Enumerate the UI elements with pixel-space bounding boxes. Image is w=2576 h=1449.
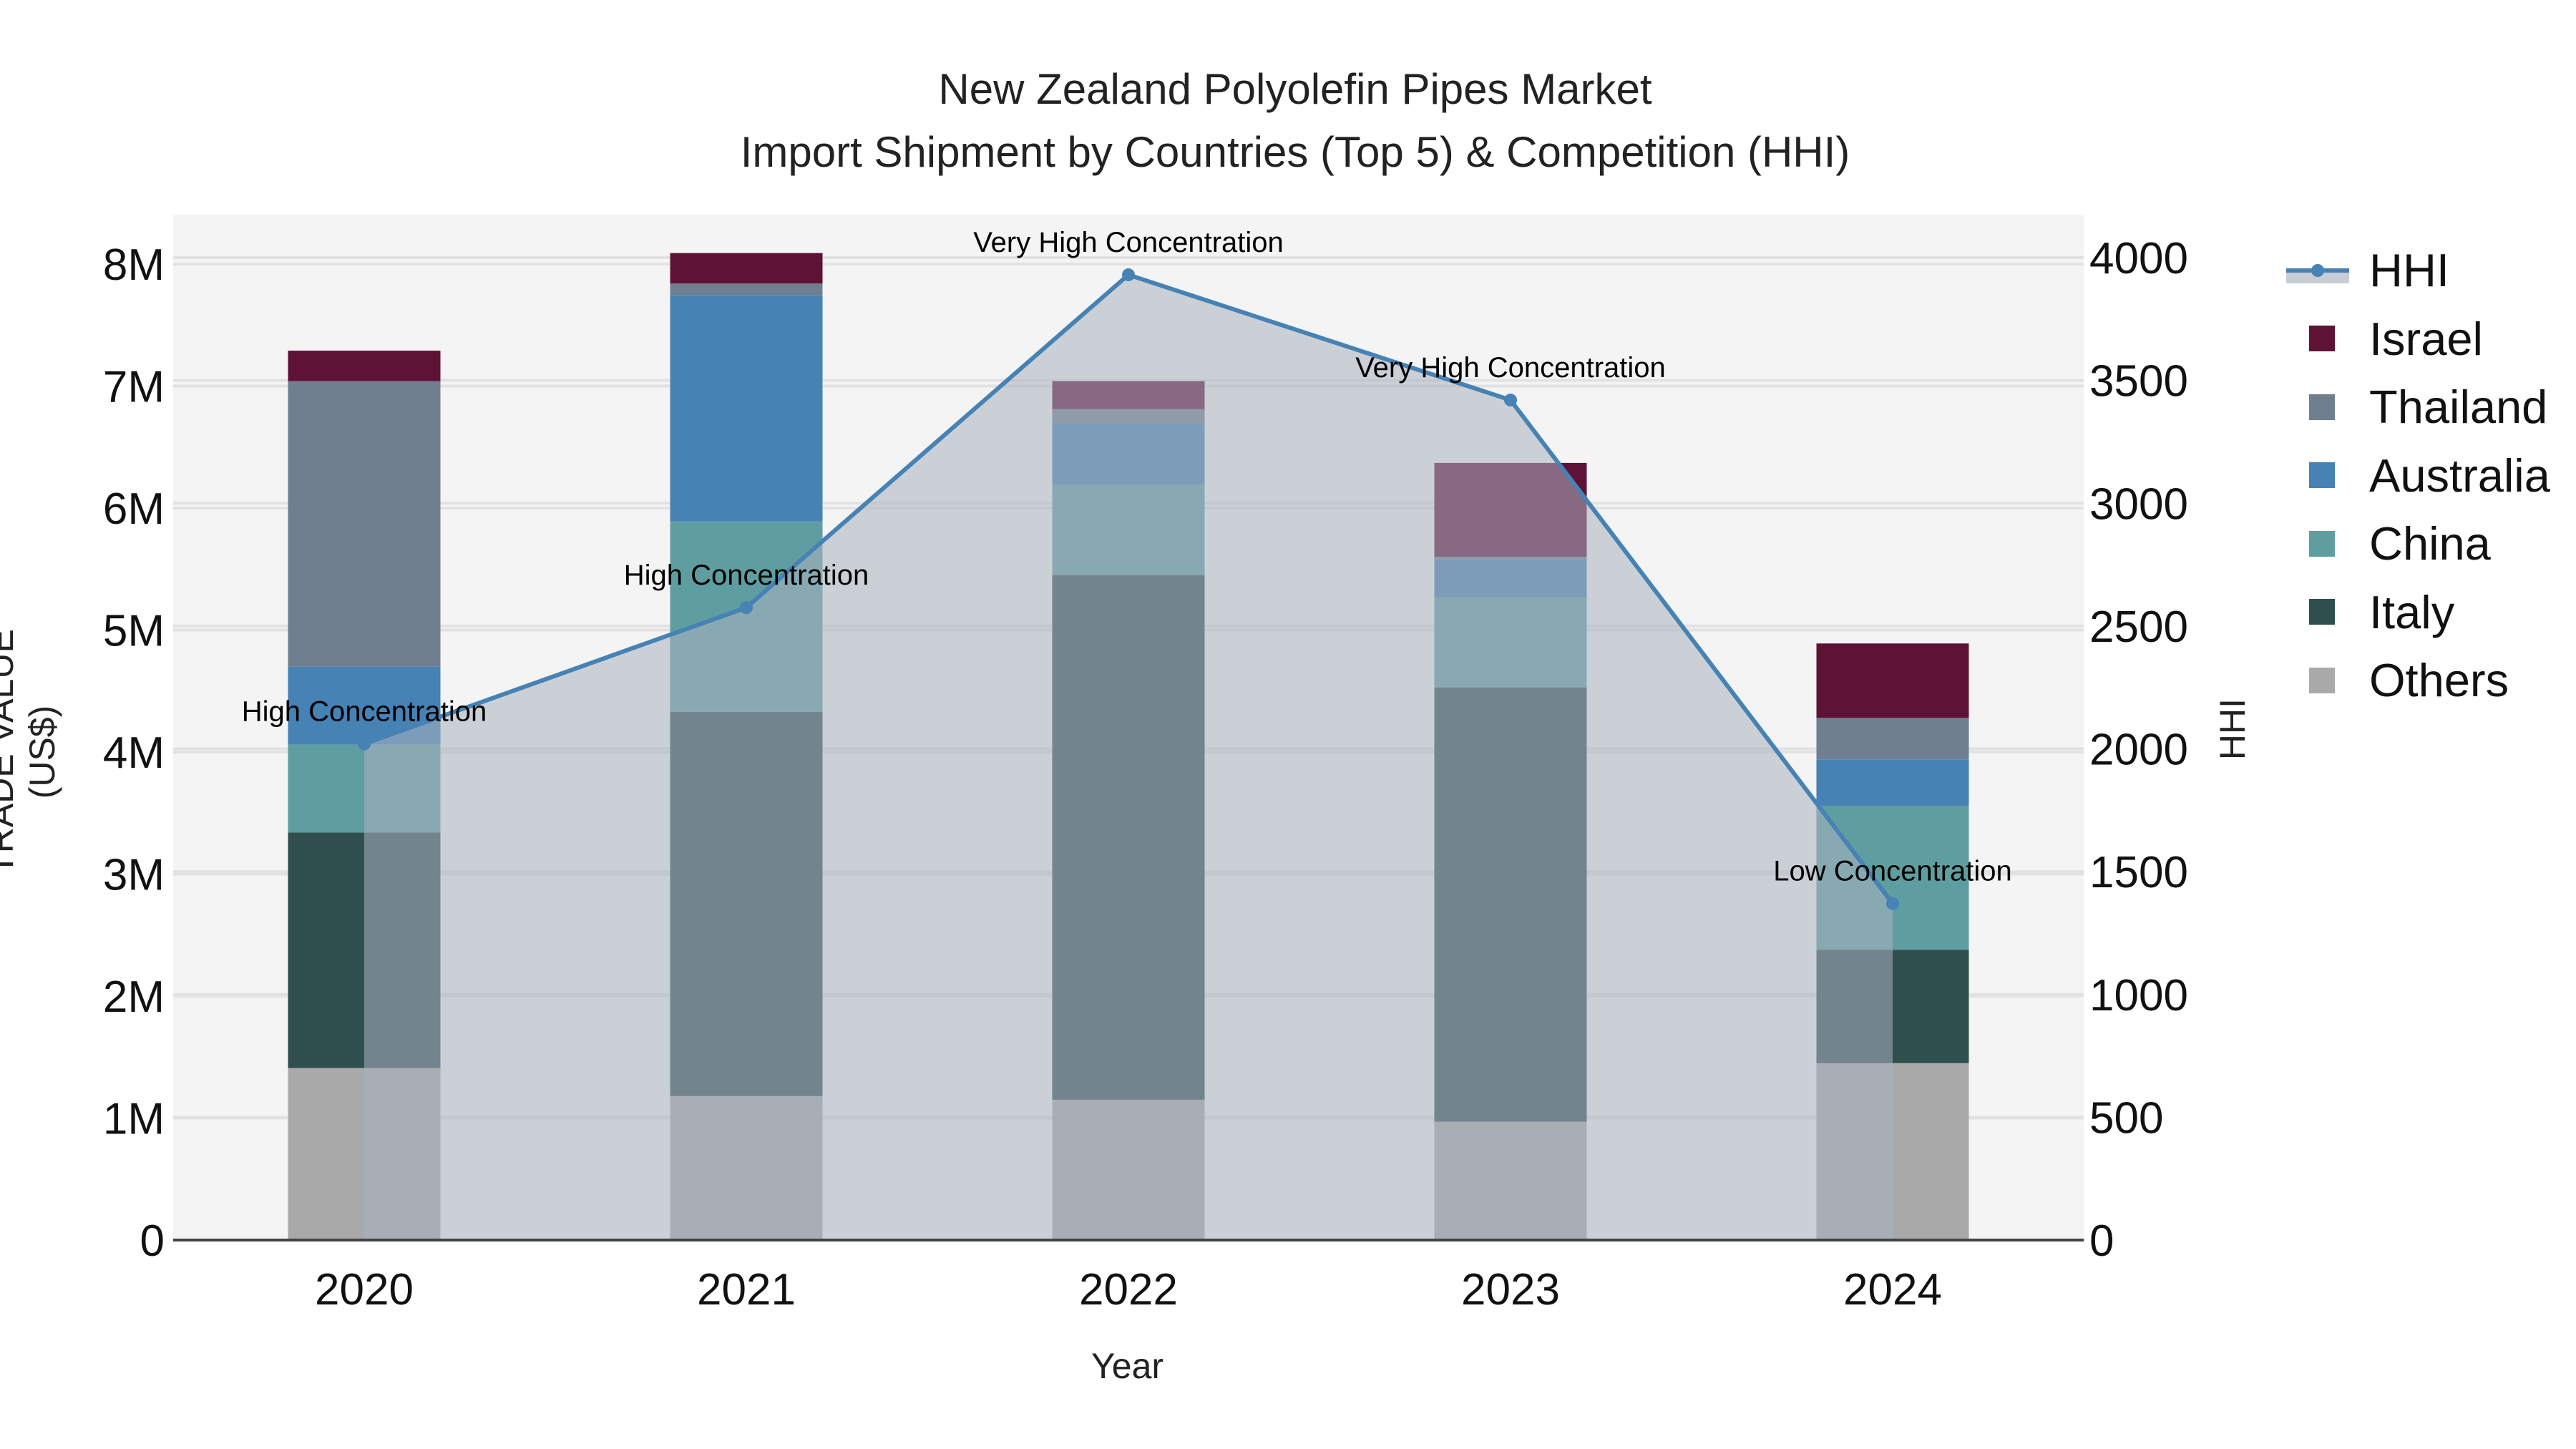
legend: HHI Israel Thailand Australia China Ital… (2286, 236, 2550, 715)
chart-title: New Zealand Polyolefin Pipes Market (938, 65, 1652, 113)
y2-tick-label: 4000 (2089, 234, 2188, 283)
legend-label: Others (2369, 654, 2509, 707)
hhi-marker (740, 601, 753, 615)
x-axis-title: Year (1091, 1346, 1164, 1386)
x-tick-label: 2020 (315, 1265, 414, 1314)
y-tick-label: 1M (103, 1095, 165, 1144)
hhi-line: High Concentration High Concentration Very… (242, 227, 2012, 1241)
hhi-annotation: High Concentration (624, 560, 869, 591)
y2-tick-label: 2000 (2089, 726, 2188, 775)
legend-label: China (2369, 517, 2491, 570)
bar-segment-thailand (1816, 718, 1969, 760)
y2-tick-label: 0 (2089, 1216, 2114, 1266)
x-tick-label: 2024 (1843, 1265, 1942, 1314)
hhi-marker (358, 737, 371, 751)
y-axis-title: TRADE VALUE (US$) (0, 629, 62, 875)
bar-segment-australia (1816, 759, 1969, 806)
line-marker-icon (2286, 260, 2349, 283)
legend-label: HHI (2369, 244, 2449, 297)
y2-tick-label: 1500 (2089, 848, 2188, 897)
y-tick-label: 4M (103, 728, 165, 778)
legend-item-italy[interactable]: Italy (2286, 578, 2550, 647)
y-tick-label: 2M (103, 972, 165, 1022)
y2-tick-label: 3500 (2089, 357, 2188, 406)
legend-label: Australia (2369, 449, 2550, 502)
hhi-area (364, 275, 1893, 1241)
swatch-icon (2309, 530, 2335, 557)
y2-tick-label: 3000 (2089, 479, 2188, 529)
legend-label: Israel (2369, 312, 2483, 365)
y-tick-label: 7M (103, 363, 165, 412)
legend-label: Italy (2369, 585, 2455, 638)
swatch-icon (2309, 667, 2335, 693)
x-tick-label: 2021 (697, 1265, 796, 1314)
legend-item-china[interactable]: China (2286, 509, 2550, 578)
hhi-marker (1504, 394, 1517, 407)
legend-label: Thailand (2369, 381, 2548, 434)
hhi-annotation: Low Concentration (1773, 856, 2012, 887)
bar-segment-israel (670, 253, 823, 284)
bar-segment-thailand (288, 381, 441, 667)
legend-item-others[interactable]: Others (2286, 646, 2550, 715)
y-tick-label: 0 (140, 1216, 165, 1266)
hhi-annotation: Very High Concentration (1355, 352, 1666, 384)
hhi-marker (1886, 897, 1899, 910)
y-tick-label: 3M (103, 851, 165, 900)
y-tick-label: 6M (103, 484, 165, 534)
y2-tick-label: 2500 (2089, 602, 2188, 652)
x-tick-label: 2023 (1461, 1265, 1560, 1314)
bar-segment-israel (1816, 643, 1969, 718)
chart-subtitle: Import Shipment by Countries (Top 5) & C… (740, 128, 1850, 176)
bar-segment-thailand (670, 283, 823, 296)
y-tick-label: 8M (103, 240, 165, 290)
bar-segment-australia (670, 296, 823, 522)
legend-item-israel[interactable]: Israel (2286, 305, 2550, 374)
y2-tick-label: 1000 (2089, 971, 2188, 1020)
swatch-icon (2309, 462, 2335, 489)
hhi-marker (1122, 268, 1135, 282)
legend-item-australia[interactable]: Australia (2286, 441, 2550, 510)
x-tick-label: 2022 (1079, 1265, 1178, 1314)
bar-segment-israel (288, 351, 441, 381)
swatch-icon (2309, 326, 2335, 352)
legend-item-thailand[interactable]: Thailand (2286, 373, 2550, 441)
y-tick-label: 5M (103, 607, 165, 656)
hhi-annotation: Very High Concentration (973, 227, 1284, 258)
swatch-icon (2309, 394, 2335, 420)
axes: 0 1M 2M 3M 4M 5M 6M 7M 8M 0 500 1000 1500 2000 2500 300… (103, 234, 2188, 1314)
hhi-annotation: High Concentration (242, 696, 487, 728)
y2-tick-label: 500 (2089, 1093, 2163, 1143)
legend-item-hhi[interactable]: HHI (2286, 236, 2550, 305)
swatch-icon (2309, 599, 2335, 625)
y2-axis-title: HHI (2212, 698, 2253, 761)
